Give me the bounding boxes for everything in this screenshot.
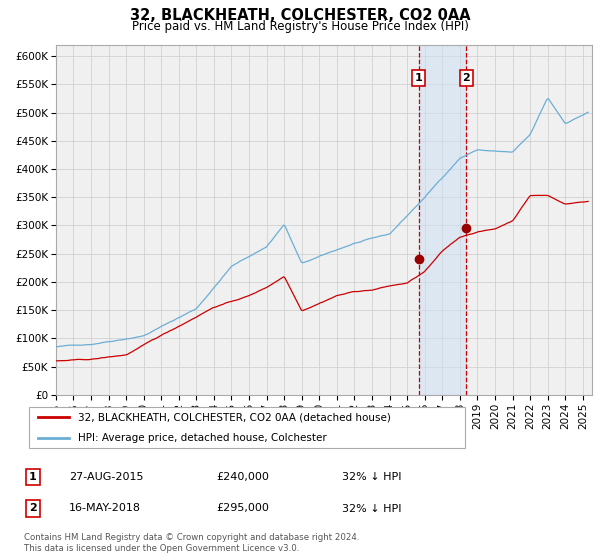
Text: £240,000: £240,000 <box>216 472 269 482</box>
FancyBboxPatch shape <box>29 407 465 449</box>
Text: Price paid vs. HM Land Registry's House Price Index (HPI): Price paid vs. HM Land Registry's House … <box>131 20 469 32</box>
Text: 2: 2 <box>463 73 470 83</box>
Text: 32% ↓ HPI: 32% ↓ HPI <box>342 503 401 514</box>
Text: 1: 1 <box>415 73 422 83</box>
Text: 2: 2 <box>29 503 37 514</box>
Text: 32% ↓ HPI: 32% ↓ HPI <box>342 472 401 482</box>
Text: £295,000: £295,000 <box>216 503 269 514</box>
Text: 32, BLACKHEATH, COLCHESTER, CO2 0AA (detached house): 32, BLACKHEATH, COLCHESTER, CO2 0AA (det… <box>78 412 391 422</box>
Bar <box>419 45 466 395</box>
Text: 1: 1 <box>29 472 37 482</box>
Text: This data is licensed under the Open Government Licence v3.0.: This data is licensed under the Open Gov… <box>24 544 299 553</box>
Text: 27-AUG-2015: 27-AUG-2015 <box>69 472 143 482</box>
Text: 32, BLACKHEATH, COLCHESTER, CO2 0AA: 32, BLACKHEATH, COLCHESTER, CO2 0AA <box>130 8 470 24</box>
Text: Contains HM Land Registry data © Crown copyright and database right 2024.: Contains HM Land Registry data © Crown c… <box>24 533 359 542</box>
Text: HPI: Average price, detached house, Colchester: HPI: Average price, detached house, Colc… <box>78 433 327 443</box>
Text: 16-MAY-2018: 16-MAY-2018 <box>69 503 141 514</box>
